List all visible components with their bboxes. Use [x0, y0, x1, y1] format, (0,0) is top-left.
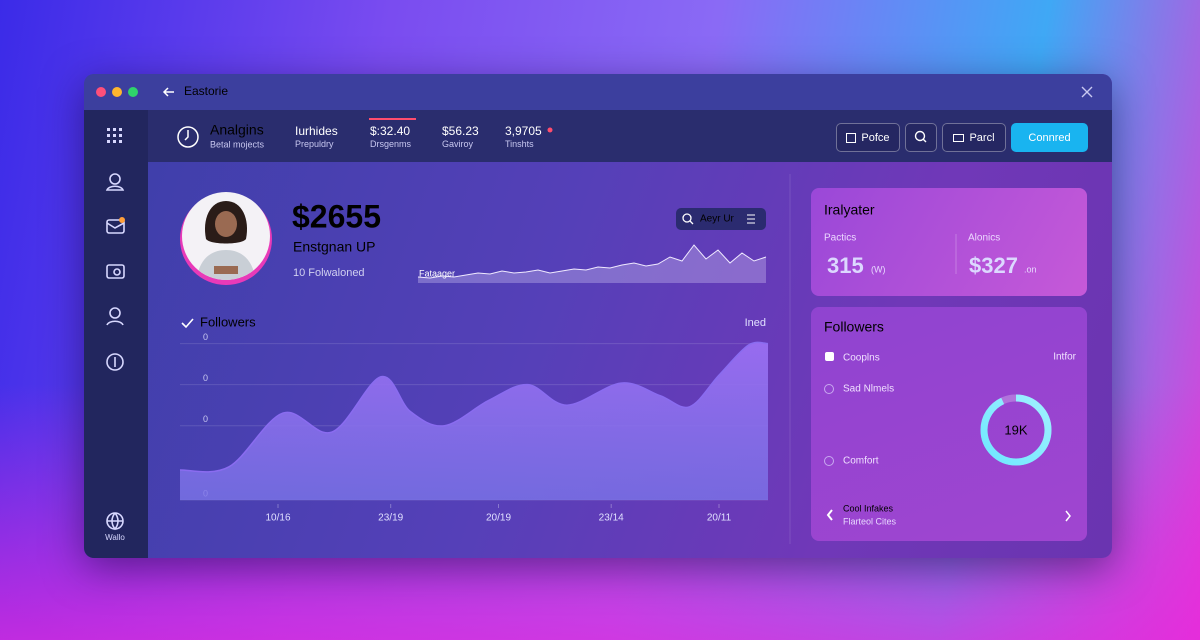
- search-text: Aeyr Ur: [700, 214, 735, 225]
- card-note: Intfor: [1053, 352, 1076, 363]
- radio[interactable]: [824, 456, 834, 466]
- sparkline-label: Fataager: [419, 268, 455, 278]
- dot[interactable]: [128, 87, 138, 97]
- search-button[interactable]: [905, 123, 937, 152]
- stat-label: Prepuldry: [295, 139, 334, 149]
- metric-unit: (W): [871, 264, 886, 274]
- app-window: Eastorie Wallo Analgins Betal mojects $2…: [84, 74, 1112, 558]
- search-icon: [914, 130, 927, 143]
- sparkline: [417, 244, 767, 279]
- metric-label: Pactics: [824, 233, 856, 244]
- metric-value: 315: [827, 253, 864, 278]
- window-title: Eastorie: [184, 84, 228, 98]
- user-icon[interactable]: [105, 173, 125, 191]
- metric-unit: .on: [1024, 264, 1037, 274]
- search-icon: [682, 213, 755, 225]
- button-label: Parcl: [969, 131, 995, 144]
- footer-title: Cool Infakes: [843, 503, 894, 513]
- brand-icon: [177, 126, 199, 148]
- sidebar-footer: Wallo: [105, 533, 125, 542]
- button[interactable]: Pofce: [836, 123, 900, 152]
- stat-label: Drsgenms: [370, 139, 412, 149]
- x-tick-label: 23/19: [378, 513, 403, 524]
- chart-note: Ined: [745, 317, 766, 329]
- wallet-icon[interactable]: [106, 264, 125, 279]
- btn-icon: [846, 132, 857, 143]
- y-tick-label: 0: [203, 414, 208, 424]
- next-icon[interactable]: [1065, 510, 1071, 522]
- y-tick-label: 0: [203, 373, 208, 383]
- dot[interactable]: [96, 87, 106, 97]
- metric-value: $327: [969, 253, 1018, 278]
- radio[interactable]: [824, 384, 834, 394]
- checkbox[interactable]: [825, 352, 834, 361]
- close-icon[interactable]: [1081, 86, 1093, 98]
- legend-item: Cooplns: [843, 353, 880, 364]
- profile-icon[interactable]: [106, 307, 124, 326]
- alert-dot: [547, 127, 553, 133]
- stat-label: Tinshts: [505, 139, 534, 149]
- button-label: Pofce: [861, 131, 890, 144]
- dot[interactable]: [112, 87, 122, 97]
- chart-title: Followers: [200, 314, 256, 329]
- x-tick-label: 10/16: [265, 513, 290, 524]
- active-indicator: [369, 118, 416, 120]
- profile-name: Enstgnan UP: [293, 239, 376, 255]
- prev-icon[interactable]: [826, 509, 833, 521]
- metric-label: Alonics: [968, 233, 1000, 244]
- canvas: Eastorie Wallo Analgins Betal mojects $2…: [96, 84, 1093, 544]
- primary-button[interactable]: Connred: [1011, 123, 1088, 152]
- header-title: Analgins: [210, 122, 264, 138]
- title-bar: [84, 74, 1112, 110]
- profile-amount: $2655: [292, 198, 381, 234]
- globe-icon[interactable]: [106, 512, 124, 531]
- header-subtitle: Betal mojects: [210, 139, 265, 149]
- card-title: Followers: [824, 319, 884, 335]
- avatar: [180, 192, 272, 285]
- y-tick-label: 0: [203, 332, 208, 342]
- stat-value: Iurhides: [295, 124, 338, 138]
- grid-icon[interactable]: [107, 128, 122, 143]
- sparkline-area: [418, 245, 766, 283]
- stat-value: 3,9705: [505, 124, 542, 138]
- summary-card: [811, 188, 1087, 296]
- search-pill[interactable]: [676, 208, 766, 230]
- profile-followers: 10 Folwaloned: [293, 267, 365, 279]
- mail-icon[interactable]: [106, 217, 125, 234]
- area-line: [179, 341, 769, 473]
- x-tick-label: 20/19: [486, 513, 511, 524]
- stat-value: $:32.40: [370, 124, 411, 138]
- legend-item: Sad Nlmels: [843, 384, 894, 395]
- button[interactable]: Parcl: [942, 123, 1006, 152]
- ring-arc: [980, 394, 1052, 466]
- card-title: Iralyater: [824, 202, 875, 218]
- x-tick-label: 20/11: [707, 513, 732, 524]
- footer-subtitle: Flarteol Cites: [843, 516, 897, 526]
- header-bar: [148, 110, 1112, 162]
- back-icon[interactable]: [162, 87, 174, 97]
- stat-value: $56.23: [442, 124, 479, 138]
- check-icon: [181, 318, 194, 329]
- ring-label: 19K: [1004, 422, 1027, 437]
- button-label: Connred: [1028, 131, 1071, 144]
- area: [180, 342, 768, 500]
- stat-label: Gaviroy: [442, 139, 474, 149]
- btn-icon: [953, 133, 965, 142]
- coin-icon[interactable]: [106, 353, 124, 371]
- x-tick-label: 23/14: [599, 513, 624, 524]
- followers-card: [811, 307, 1087, 541]
- legend-item: Comfort: [843, 456, 879, 467]
